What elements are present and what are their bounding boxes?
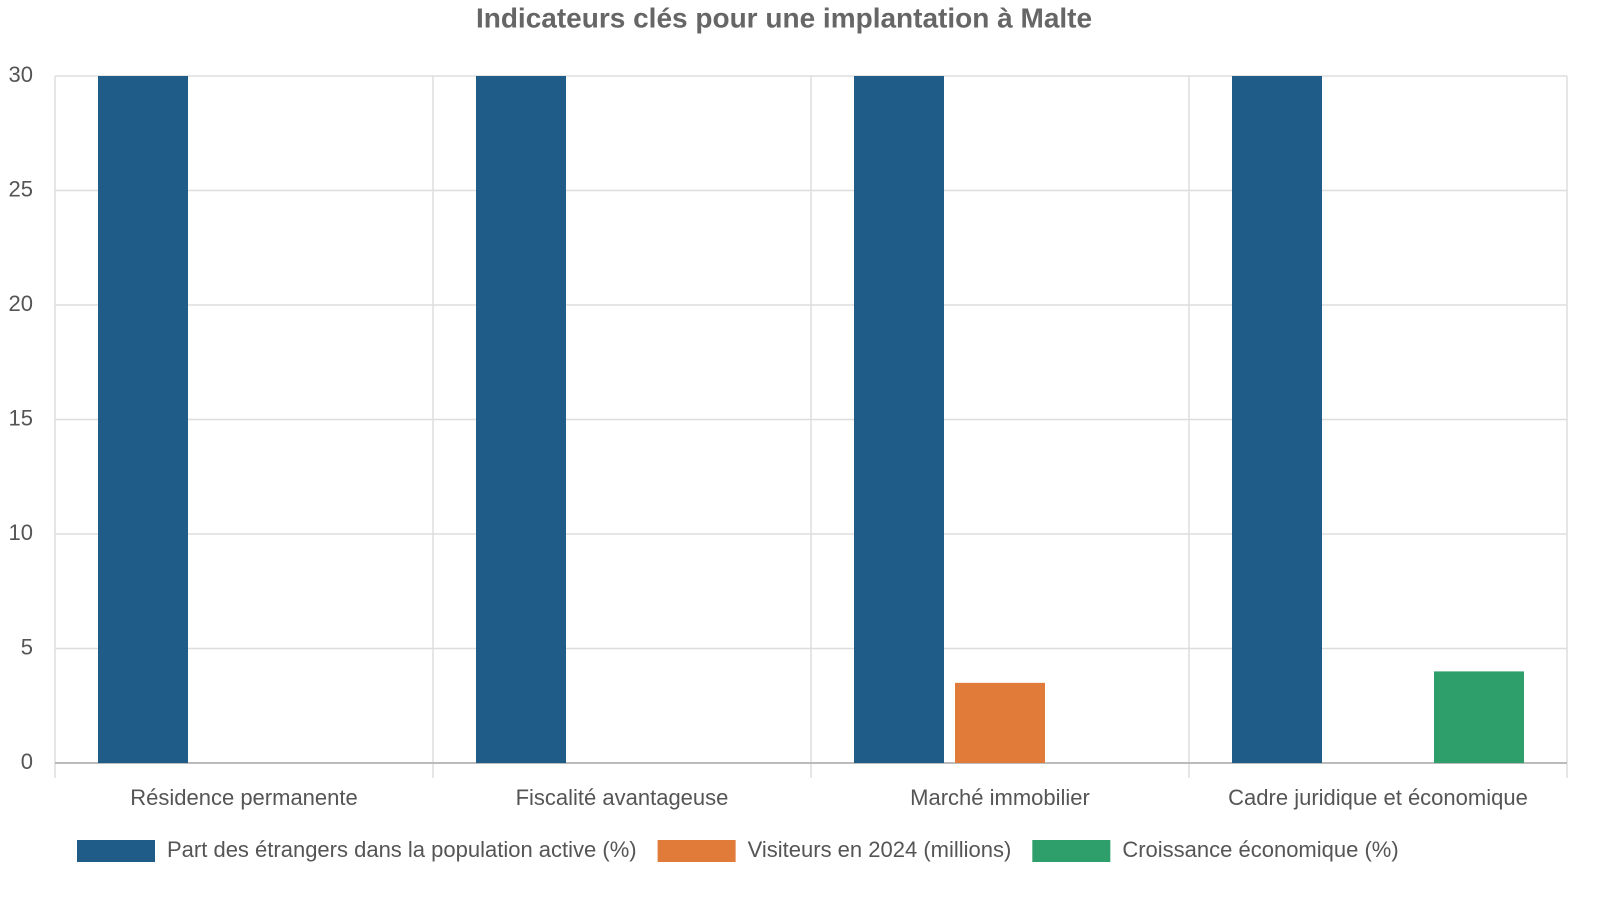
y-tick-label: 25 [9, 176, 33, 201]
bar [98, 76, 188, 763]
y-tick-label: 20 [9, 291, 33, 316]
bar [476, 76, 566, 763]
x-tick-label: Marché immobilier [910, 785, 1090, 810]
legend-label: Croissance économique (%) [1122, 837, 1398, 862]
chart-title: Indicateurs clés pour une implantation à… [476, 2, 1092, 33]
y-tick-label: 5 [21, 634, 33, 659]
y-tick-label: 15 [9, 405, 33, 430]
x-tick-label: Fiscalité avantageuse [516, 785, 729, 810]
bar [1232, 76, 1322, 763]
y-tick-label: 0 [21, 749, 33, 774]
bar [854, 76, 944, 763]
legend-swatch [77, 840, 155, 862]
legend-swatch [657, 840, 736, 862]
legend-swatch [1032, 840, 1111, 862]
x-tick-label: Résidence permanente [130, 785, 357, 810]
y-tick-label: 10 [9, 520, 33, 545]
legend-label: Visiteurs en 2024 (millions) [748, 837, 1012, 862]
y-tick-label: 30 [9, 62, 33, 87]
bar [1434, 671, 1524, 763]
x-tick-label: Cadre juridique et économique [1228, 785, 1528, 810]
bar [955, 682, 1045, 763]
legend-label: Part des étrangers dans la population ac… [167, 837, 637, 862]
